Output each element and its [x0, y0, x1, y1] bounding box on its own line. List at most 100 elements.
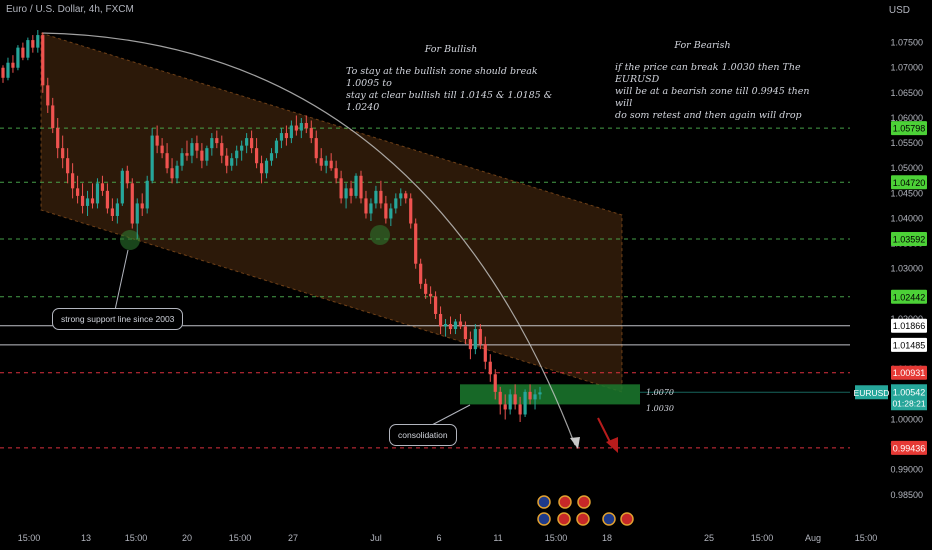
support-callout[interactable]: strong support line since 2003	[52, 308, 184, 330]
x-tick-label-9: 15:00	[545, 533, 568, 543]
y-tick-label-18: 0.98500	[890, 490, 923, 500]
candle-body-52	[259, 163, 264, 174]
candle-body-53	[264, 160, 269, 174]
bearish-note-title: For Bearish	[674, 40, 731, 51]
candle-body-100	[498, 391, 502, 405]
event-icon-3	[537, 512, 551, 526]
y-tick-label-9: 1.03000	[890, 264, 923, 274]
candle-body-2	[11, 62, 15, 68]
symbol-tag-bg	[855, 385, 888, 400]
x-tick-label-6: Jul	[370, 533, 382, 543]
projection-arc	[41, 32, 576, 446]
candle-body-11	[56, 128, 60, 149]
level-tag-bg-6	[891, 365, 927, 380]
candle-body-86	[429, 293, 433, 297]
candle-body-47	[235, 150, 239, 159]
zone-top-label: 1.0070	[646, 388, 674, 397]
candle-body-68	[339, 178, 343, 199]
level-tag-bg-0	[891, 121, 927, 136]
candle-body-104	[518, 404, 522, 415]
candle-body-21	[105, 190, 110, 209]
x-tick-label-14: 15:00	[855, 533, 878, 543]
candle-body-78	[389, 208, 393, 219]
candle-body-7	[36, 35, 40, 48]
bearish-note-line1: if the price can break 1.0030 then The E…	[615, 62, 801, 85]
candle-body-75	[374, 190, 378, 204]
bullish-note-line1: To stay at the bullish zone should break…	[346, 66, 538, 89]
x-tick-label-5: 27	[288, 533, 298, 543]
y-tick-label-7: 1.04000	[890, 213, 923, 223]
level-tag-label-7: 0.99436	[893, 443, 926, 453]
event-icon-4	[557, 512, 571, 526]
y-tick-label-0: 1.07500	[890, 38, 923, 48]
x-tick-label-1: 13	[81, 533, 91, 543]
symbol-tag-label: EURUSD	[854, 388, 890, 398]
candle-body-56	[279, 133, 284, 141]
candle-body-94	[468, 339, 472, 350]
candle-body-33	[165, 153, 169, 169]
candle-body-20	[100, 183, 105, 191]
bearish-arrow-head	[606, 437, 618, 453]
candle-body-93	[463, 326, 468, 340]
candle-body-24	[120, 170, 124, 204]
candle-body-49	[245, 138, 249, 146]
candle-body-61	[304, 123, 308, 129]
candle-body-3	[16, 47, 20, 68]
candle-body-44	[220, 143, 224, 156]
candle-body-73	[364, 198, 368, 214]
event-icon-1	[558, 495, 572, 509]
candle-body-9	[46, 85, 50, 106]
level-tag-label-2: 1.03592	[893, 234, 926, 244]
candle-body-16	[80, 195, 85, 206]
consolidation-callout-connector	[429, 404, 471, 427]
candle-body-1	[6, 62, 10, 78]
candle-body-8	[41, 35, 45, 86]
zone-bottom-label: 1.0030	[646, 404, 674, 413]
candle-body-83	[414, 223, 418, 264]
y-tick-label-1: 1.07000	[890, 63, 923, 73]
candle-body-15	[75, 188, 80, 196]
bullish-note: For Bullish To stay at the bullish zone …	[346, 44, 556, 114]
candle-body-70	[349, 188, 353, 196]
level-tag-label-3: 1.02442	[893, 292, 926, 302]
event-icon-6	[602, 512, 616, 526]
candle-body-65	[324, 160, 328, 166]
projection-arc-arrowhead	[570, 437, 580, 449]
candle-body-39	[195, 143, 199, 151]
y-tick-label-15: 1.00000	[890, 414, 923, 424]
candle-body-22	[110, 208, 114, 216]
candle-body-55	[274, 140, 279, 154]
candle-body-4	[21, 47, 25, 58]
candle-body-54	[269, 153, 274, 161]
level-tag-label-4: 1.01866	[893, 321, 926, 331]
last-price-label: 1.00542	[893, 387, 926, 397]
candle-body-88	[438, 313, 443, 327]
event-icon-2	[577, 495, 591, 509]
candle-body-72	[359, 175, 363, 199]
candle-body-25	[125, 170, 129, 184]
currency-label: USD	[888, 5, 910, 16]
candle-body-10	[51, 105, 55, 129]
support-touch-marker-1	[120, 230, 140, 250]
consolidation-zone	[460, 384, 640, 405]
candle-body-17	[85, 198, 90, 206]
candle-body-95	[473, 329, 477, 350]
candle-body-32	[160, 145, 164, 154]
consolidation-callout[interactable]: consolidation	[389, 424, 457, 446]
candle-body-31	[155, 135, 159, 146]
candle-body-45	[225, 155, 229, 166]
candle-body-102	[508, 394, 512, 410]
level-tag-label-1: 1.04720	[893, 178, 926, 188]
candle-body-6	[31, 40, 35, 48]
candle-body-99	[493, 374, 497, 392]
candle-body-62	[309, 128, 313, 139]
level-tag-bg-4	[891, 318, 927, 333]
candle-body-40	[200, 150, 204, 161]
candle-body-5	[26, 40, 30, 58]
descending-channel	[40, 32, 623, 393]
last-price-tag-bg	[891, 384, 927, 411]
support-callout-connector	[114, 249, 129, 311]
bearish-note-line3: do som retest and then again will drop	[615, 110, 802, 121]
